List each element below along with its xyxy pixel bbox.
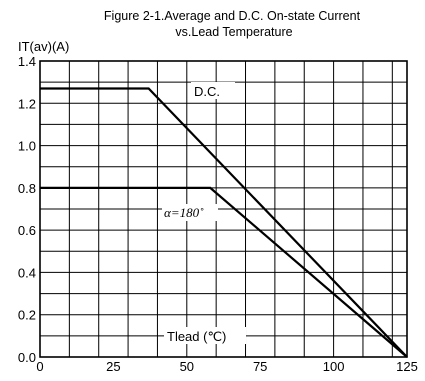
series-line-dc [40,87,408,358]
x-tick-label: 125 [396,359,418,374]
series-line-alpha-180 [40,186,408,358]
series-label-alpha: α=180˚ [164,205,204,220]
y-tick-label: 1.4 [18,54,36,69]
y-axis-label: IT(av)(A) [18,39,69,54]
chart-title-line-1: Figure 2-1.Average and D.C. On-state Cur… [104,9,361,23]
tick-labels: 0 25 50 75 100 125 0.0 0.2 0.4 0.6 0.8 1.0 1.2 1.4 [18,54,418,374]
chart-title-line-2: vs.Lead Temperature [175,25,292,39]
y-tick-label: 0.0 [18,350,36,365]
grid [40,61,407,357]
y-tick-label: 1.2 [18,96,36,111]
y-tick-label: 0.6 [18,223,36,238]
series-label-dc: D.C. [194,84,220,99]
y-tick-label: 0.2 [18,308,36,323]
x-tick-label: 25 [106,359,120,374]
x-tick-label: 100 [323,359,345,374]
x-tick-label: 75 [253,359,267,374]
y-tick-label: 0.8 [18,181,36,196]
y-tick-label: 1.0 [18,139,36,154]
x-axis-label-background [164,327,246,344]
dc-label-background [191,82,235,99]
plot-frame [39,60,408,358]
x-tick-label: 50 [180,359,194,374]
alpha-label-background [162,204,218,221]
x-axis-label: Tlead (℃) [167,329,226,344]
y-tick-label: 0.4 [18,265,36,280]
x-tick-label: 0 [36,359,43,374]
curves [40,87,408,358]
